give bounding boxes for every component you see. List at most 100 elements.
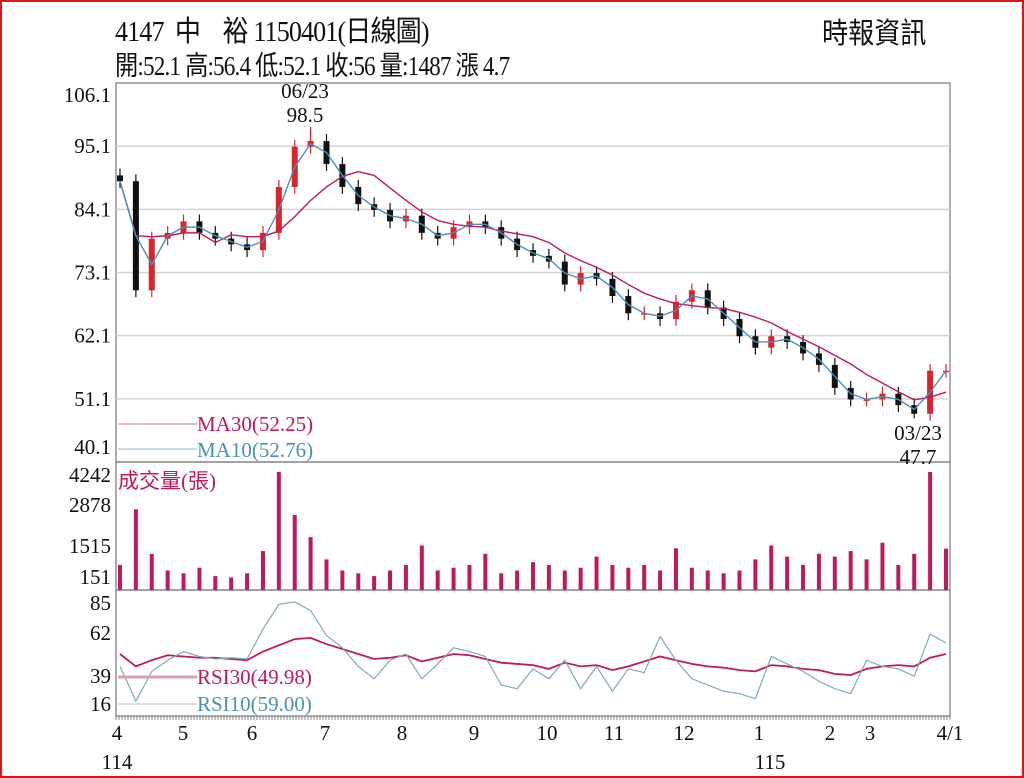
volume-bar xyxy=(531,562,535,590)
volume-bar xyxy=(912,553,917,590)
month-tick-label: 9 xyxy=(469,721,480,745)
ma30-line xyxy=(119,170,947,401)
rsi30-legend: RSI30(49.98) xyxy=(197,665,312,689)
volume-bar xyxy=(753,559,758,590)
chart-title: 4147 中 裕 1150401(日線圖) xyxy=(115,16,430,48)
volume-bar xyxy=(245,573,250,590)
volume-tick-label: 151 xyxy=(80,565,112,589)
volume-bar xyxy=(689,567,694,590)
volume-bar xyxy=(229,577,234,590)
volume-bar xyxy=(928,472,933,590)
month-tick-label: 12 xyxy=(674,721,695,745)
price-tick-label: 95.1 xyxy=(74,134,111,158)
volume-bar xyxy=(403,564,408,590)
rsi-tick-label: 62 xyxy=(90,621,111,645)
peak-date-label: 06/23 xyxy=(281,79,329,103)
peak-value-label: 98.5 xyxy=(287,103,324,127)
candle-body xyxy=(863,399,870,401)
candle-body xyxy=(117,175,123,182)
volume-bar xyxy=(769,545,774,590)
volume-bar xyxy=(308,537,313,590)
volume-bar xyxy=(372,576,377,590)
volume-bar xyxy=(149,553,154,590)
rsi-tick-label: 85 xyxy=(90,591,111,615)
volume-bar xyxy=(213,576,218,590)
volume-bar xyxy=(356,573,361,590)
volume-bar xyxy=(737,570,742,590)
candle-body xyxy=(641,313,648,315)
volume-bar xyxy=(515,570,520,590)
volume-bar xyxy=(133,509,138,590)
volume-bar xyxy=(944,548,948,590)
volume-tick-label: 2878 xyxy=(69,493,111,517)
volume-bar xyxy=(340,570,345,590)
month-tick-label: 8 xyxy=(397,721,408,745)
month-tick-label: 2 xyxy=(825,721,836,745)
trough-value-label: 47.7 xyxy=(900,445,937,469)
volume-bar xyxy=(546,564,551,590)
volume-tick-label: 4242 xyxy=(69,463,111,487)
price-tick-label: 62.1 xyxy=(74,324,111,348)
volume-bar xyxy=(181,573,186,590)
volume-bar xyxy=(864,559,869,590)
volume-bar xyxy=(260,551,265,590)
volume-bar xyxy=(816,553,821,590)
volume-bar xyxy=(578,567,583,590)
volume-bar xyxy=(642,564,647,590)
volume-bar xyxy=(324,559,329,590)
month-tick-label: 3 xyxy=(865,721,876,745)
volume-bar xyxy=(848,551,853,590)
month-tick-label: 4 xyxy=(112,721,123,745)
rsi10-line xyxy=(119,601,947,703)
volume-bar xyxy=(626,567,631,590)
month-tick-label: 5 xyxy=(178,721,189,745)
volume-bar xyxy=(673,548,678,590)
price-tick-label: 73.1 xyxy=(74,261,111,285)
price-tick-label: 40.1 xyxy=(74,435,111,459)
volume-bar xyxy=(499,573,504,590)
year-label-114: 114 xyxy=(102,750,133,774)
volume-bar xyxy=(467,564,472,590)
price-tick-label: 106.1 xyxy=(64,83,111,107)
volume-title: 成交量(張) xyxy=(118,469,216,493)
volume-bar xyxy=(801,564,806,590)
volume-bar xyxy=(165,570,170,590)
month-tick-label: 1 xyxy=(754,721,765,745)
month-tick-label: 6 xyxy=(247,721,258,745)
quote-summary: 開:52.1 高:56.4 低:52.1 收:56 量:1487 漲 4.7 xyxy=(115,51,510,81)
volume-bar xyxy=(721,573,726,590)
rsi10-legend: RSI10(59.00) xyxy=(197,692,312,716)
volume-bar xyxy=(658,570,663,590)
ma30-legend: MA30(52.25) xyxy=(197,412,313,436)
year-label-115: 115 xyxy=(755,750,786,774)
volume-bar xyxy=(276,472,281,590)
month-tick-label: 7 xyxy=(320,721,331,745)
volume-bar xyxy=(785,556,790,590)
volume-bar xyxy=(483,553,488,590)
volume-bar xyxy=(896,564,901,590)
volume-bar xyxy=(118,564,122,590)
price-tick-label: 84.1 xyxy=(74,197,111,221)
volume-bar xyxy=(594,556,599,590)
month-tick-label: 10 xyxy=(537,721,558,745)
volume-bar xyxy=(197,567,202,590)
rsi-tick-label: 39 xyxy=(90,664,111,688)
volume-bar xyxy=(388,570,393,590)
volume-bar xyxy=(705,570,710,590)
volume-bar xyxy=(419,545,424,590)
rsi-tick-label: 16 xyxy=(90,692,111,716)
volume-bar xyxy=(610,564,615,590)
volume-bar xyxy=(880,542,885,590)
month-tick-label: 4/1 xyxy=(937,721,964,745)
trough-date-label: 03/23 xyxy=(894,421,942,445)
source-label: 時報資訊 xyxy=(822,18,927,50)
month-tick-label: 11 xyxy=(604,721,624,745)
price-tick-label: 51.1 xyxy=(74,387,111,411)
ma10-legend: MA10(52.76) xyxy=(197,438,313,462)
volume-tick-label: 1515 xyxy=(69,534,111,558)
rsi30-line xyxy=(119,636,947,676)
ma10-line xyxy=(119,142,947,411)
volume-bar xyxy=(562,570,567,590)
